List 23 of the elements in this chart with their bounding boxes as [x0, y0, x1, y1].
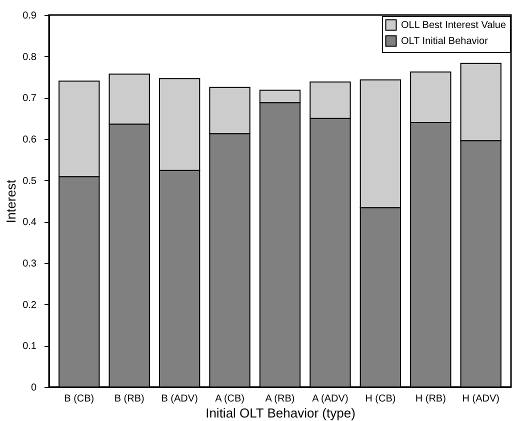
y-tick-label: 0.6	[22, 134, 37, 146]
x-tick-label: A (ADV)	[312, 394, 348, 404]
y-axis-title: Interest	[4, 179, 19, 224]
y-tick-label: 0.8	[22, 52, 37, 63]
y-tick-label: 0.1	[22, 341, 37, 352]
x-tick-label: H (RB)	[415, 394, 446, 404]
x-axis-title: Initial OLT Behavior (type)	[206, 406, 356, 420]
x-tick-label: H (ADV)	[462, 394, 500, 404]
x-tick-label: B (RB)	[114, 394, 144, 404]
x-tick-label: B (ADV)	[161, 394, 198, 404]
x-tick-label: B (CB)	[64, 394, 94, 404]
legend-label: OLL Best Interest Value	[401, 20, 506, 31]
x-tick-label: A (RB)	[265, 394, 295, 404]
y-tick-label: 0	[30, 382, 37, 394]
y-tick-label: 0.3	[22, 258, 37, 270]
y-tick-label: 0.9	[22, 10, 37, 22]
y-tick-label: 0.5	[22, 176, 37, 187]
y-tick-label: 0.7	[22, 93, 37, 104]
legend-label: OLT Initial Behavior	[401, 36, 489, 47]
y-tick-label: 0.2	[22, 300, 37, 311]
x-tick-label: H (CB)	[365, 394, 396, 404]
y-tick-label: 0.4	[22, 217, 37, 228]
x-tick-label: A (CB)	[215, 394, 245, 404]
